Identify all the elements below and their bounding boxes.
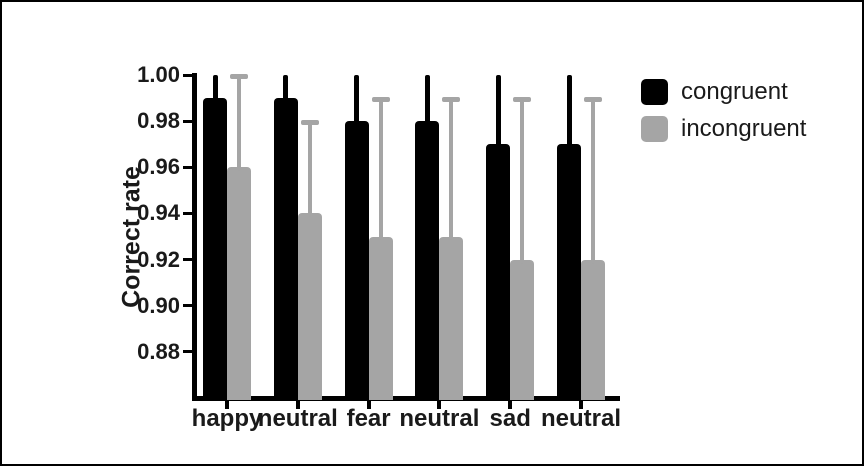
y-tick-label-2: 0.96 xyxy=(137,154,180,180)
error-cap-incongruent-2 xyxy=(371,97,390,103)
y-tick-1 xyxy=(183,119,192,123)
error-cap-incongruent-4 xyxy=(513,97,532,103)
bar-incongruent-4-sad xyxy=(510,259,535,400)
legend: congruent incongruent xyxy=(641,79,806,142)
error-cap-incongruent-0 xyxy=(230,74,248,79)
error-bar-incongruent-1 xyxy=(307,121,312,218)
y-tick-2 xyxy=(183,165,192,169)
x-tick-0 xyxy=(225,400,229,409)
x-axis-line xyxy=(192,396,620,401)
legend-swatch-congruent xyxy=(641,79,668,105)
y-tick-label-6: 0.88 xyxy=(137,338,180,364)
error-bar-incongruent-5 xyxy=(591,98,595,264)
legend-label-congruent: congruent xyxy=(681,78,788,105)
bar-congruent-5-neutral xyxy=(557,144,581,400)
bar-congruent-0-happy xyxy=(203,98,227,400)
error-bar-congruent-2 xyxy=(354,75,360,126)
y-tick-label-3: 0.94 xyxy=(137,200,180,226)
y-axis-line xyxy=(192,73,197,401)
error-bar-incongruent-4 xyxy=(520,98,525,264)
y-tick-6 xyxy=(183,350,192,354)
error-bar-congruent-4 xyxy=(495,75,501,149)
x-tick-label-4: sad xyxy=(489,405,531,432)
legend-label-incongruent: incongruent xyxy=(681,115,807,142)
legend-item-incongruent: incongruent xyxy=(641,116,806,142)
x-tick-1 xyxy=(295,400,300,409)
y-tick-label-5: 0.90 xyxy=(137,292,180,318)
y-tick-5 xyxy=(183,304,192,308)
error-bar-congruent-5 xyxy=(566,75,572,149)
error-bar-congruent-1 xyxy=(283,75,289,103)
error-bar-congruent-0 xyxy=(212,75,218,103)
bar-incongruent-5-neutral xyxy=(581,259,605,400)
error-bar-congruent-3 xyxy=(424,75,430,126)
error-bar-incongruent-2 xyxy=(378,98,383,241)
x-tick-5 xyxy=(579,400,583,409)
x-tick-label-3: neutral xyxy=(399,405,480,432)
bar-incongruent-3-neutral xyxy=(439,236,464,400)
legend-item-congruent: congruent xyxy=(641,79,806,105)
y-tick-label-4: 0.92 xyxy=(137,246,180,272)
bar-congruent-1-neutral xyxy=(273,98,298,400)
error-cap-incongruent-1 xyxy=(300,120,319,126)
y-tick-0 xyxy=(183,73,192,77)
x-tick-label-1: neutral xyxy=(257,405,338,432)
x-tick-label-0: happy xyxy=(191,405,263,432)
x-tick-4 xyxy=(508,400,513,409)
y-tick-4 xyxy=(183,258,192,262)
bar-congruent-3-neutral xyxy=(415,121,440,400)
x-tick-2 xyxy=(366,400,371,409)
error-bar-incongruent-3 xyxy=(449,98,454,241)
y-tick-label-0: 1.00 xyxy=(137,62,180,87)
bar-incongruent-0-happy xyxy=(227,167,251,400)
error-bar-incongruent-0 xyxy=(237,75,241,172)
error-cap-incongruent-3 xyxy=(442,97,461,103)
bar-incongruent-2-fear xyxy=(368,236,393,400)
y-tick-3 xyxy=(183,211,192,215)
bar-congruent-2-fear xyxy=(344,121,369,400)
x-tick-label-2: fear xyxy=(346,405,391,432)
bar-congruent-4-sad xyxy=(486,144,511,400)
bar-incongruent-1-neutral xyxy=(297,213,322,400)
error-cap-incongruent-5 xyxy=(584,97,602,103)
x-tick-3 xyxy=(437,400,442,409)
y-tick-label-1: 0.98 xyxy=(137,108,180,134)
x-tick-label-5: neutral xyxy=(540,405,621,432)
legend-swatch-incongruent xyxy=(641,116,668,142)
